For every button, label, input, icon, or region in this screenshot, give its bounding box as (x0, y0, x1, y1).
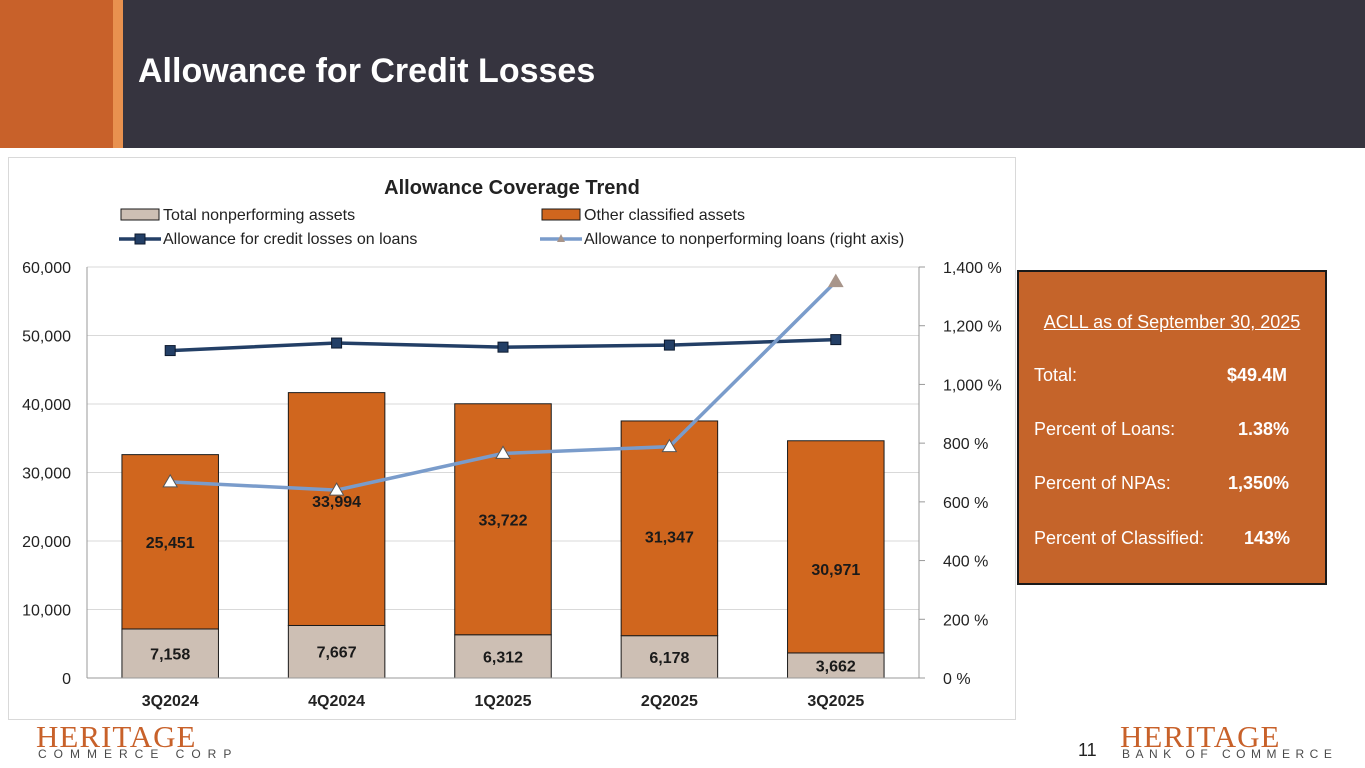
logo-right-wordmark: HERITAGE (1120, 719, 1281, 754)
legend-triangle-marker (557, 234, 565, 242)
legend-label: Allowance to nonperforming loans (right … (584, 231, 904, 248)
data-label-other-classified: 33,994 (312, 494, 361, 511)
data-label-nonperforming: 6,178 (649, 650, 689, 667)
header-accent-block (0, 0, 113, 148)
acll-total-label: Total: (1034, 365, 1078, 385)
x-tick-label: 1Q2025 (475, 693, 532, 710)
acll-percent-classified-label: Percent of Classified: (1034, 528, 1205, 548)
y-right-tick-label: 400 % (943, 554, 988, 571)
acll-percent-loans-value: 1.38% (1238, 419, 1290, 439)
bar-other-classified-assets (620, 420, 719, 637)
marker-ratio-triangle (827, 273, 844, 288)
data-label-nonperforming: 6,312 (483, 649, 523, 666)
marker-ratio-triangle (328, 482, 345, 496)
heritage-bank-of-commerce-logo: HERITAGE BANK OF COMMERCE (1120, 721, 1335, 763)
chart-legend: Total nonperforming assets Other classifi… (119, 207, 904, 248)
page-title: Allowance for Credit Losses (138, 52, 596, 90)
y-left-tick-label: 40,000 (22, 397, 71, 414)
acll-total-value: $49.4M (1227, 365, 1288, 385)
legend-label: Total nonperforming assets (163, 207, 355, 224)
marker-allowance-square (830, 334, 842, 346)
chart-container: Allowance Coverage Trend Total nonperfor… (8, 157, 1016, 720)
y-right-tick-label: 1,200 % (943, 319, 1002, 336)
y-left-tick-label: 10,000 (22, 603, 71, 620)
y-left-tick-label: 50,000 (22, 329, 71, 346)
y-right-tick-label: 1,400 % (943, 260, 1002, 277)
logo-left-wordmark: HERITAGE (36, 719, 197, 754)
y-left-tick-label: 0 (62, 671, 71, 688)
legend-swatch (541, 208, 581, 221)
logo-left-subtitle: COMMERCE CORP (38, 747, 239, 761)
chart-title: Allowance Coverage Trend (384, 177, 640, 199)
heritage-commerce-corp-logo: HERITAGE COMMERCE CORP (36, 721, 246, 763)
logo-right-subtitle: BANK OF COMMERCE (1122, 747, 1338, 761)
y-right-tick-label: 200 % (943, 612, 988, 629)
bar-other-classified-assets (287, 392, 386, 626)
bar-other-classified-assets (454, 403, 552, 636)
page-number: 11 (1078, 740, 1097, 760)
data-label-other-classified: 33,722 (479, 512, 528, 529)
x-tick-label: 2Q2025 (641, 693, 698, 710)
x-tick-label: 3Q2024 (142, 693, 199, 710)
marker-allowance-square (663, 339, 675, 351)
acll-percent-loans-label: Percent of Loans: (1034, 419, 1176, 439)
y-right-tick-label: 0 % (943, 671, 971, 688)
header-accent-strip (113, 0, 123, 148)
marker-allowance-square (331, 337, 343, 349)
y-right-tick-label: 600 % (943, 495, 988, 512)
chart-axes: 0 10,000 20,000 30,000 40,000 50,000 60,000 0 %… (22, 260, 1002, 710)
legend-label: Other classified assets (584, 207, 745, 224)
acll-percent-npas-label: Percent of NPAs: (1034, 473, 1171, 493)
data-label-other-classified: 30,971 (811, 562, 860, 579)
acll-summary-heading: ACLL as of September 30, 2025 (1043, 312, 1301, 332)
chart-lines (162, 273, 844, 496)
bar-other-classified-assets (787, 440, 885, 654)
data-label-nonperforming: 7,158 (150, 646, 190, 663)
marker-ratio-triangle (661, 438, 678, 453)
acll-percent-classified-value: 143% (1244, 528, 1291, 548)
header-bar: Allowance for Credit Losses (0, 0, 1365, 148)
legend-swatch (120, 208, 160, 221)
data-label-nonperforming: 3,662 (816, 658, 856, 675)
y-left-tick-label: 20,000 (22, 534, 71, 551)
y-left-tick-label: 30,000 (22, 466, 71, 483)
y-right-tick-label: 1,000 % (943, 377, 1002, 394)
marker-allowance-square (164, 345, 176, 357)
legend-square-marker (134, 233, 146, 245)
legend-label: Allowance for credit losses on loans (163, 231, 417, 248)
data-label-nonperforming: 7,667 (317, 645, 357, 662)
acll-summary-box: ACLL as of September 30, 2025 Total: $49… (1017, 270, 1327, 585)
marker-allowance-square (497, 341, 509, 353)
marker-ratio-triangle (495, 445, 511, 459)
y-right-tick-label: 800 % (943, 436, 988, 453)
bar-nonperforming-assets (787, 652, 885, 679)
data-label-other-classified: 31,347 (645, 529, 694, 546)
chart-bars: 7,158 25,451 7,667 33,994 6,312 33,722 6,178 31… (121, 392, 885, 679)
x-tick-label: 4Q2024 (308, 693, 365, 710)
x-tick-label: 3Q2025 (807, 693, 864, 710)
y-left-tick-label: 60,000 (22, 260, 71, 277)
acll-percent-npas-value: 1,350% (1228, 473, 1290, 493)
marker-ratio-triangle (162, 473, 179, 488)
allowance-coverage-chart: Allowance Coverage Trend Total nonperfor… (22, 177, 1002, 710)
bar-nonperforming-assets (121, 628, 219, 679)
data-label-other-classified: 25,451 (146, 535, 195, 552)
